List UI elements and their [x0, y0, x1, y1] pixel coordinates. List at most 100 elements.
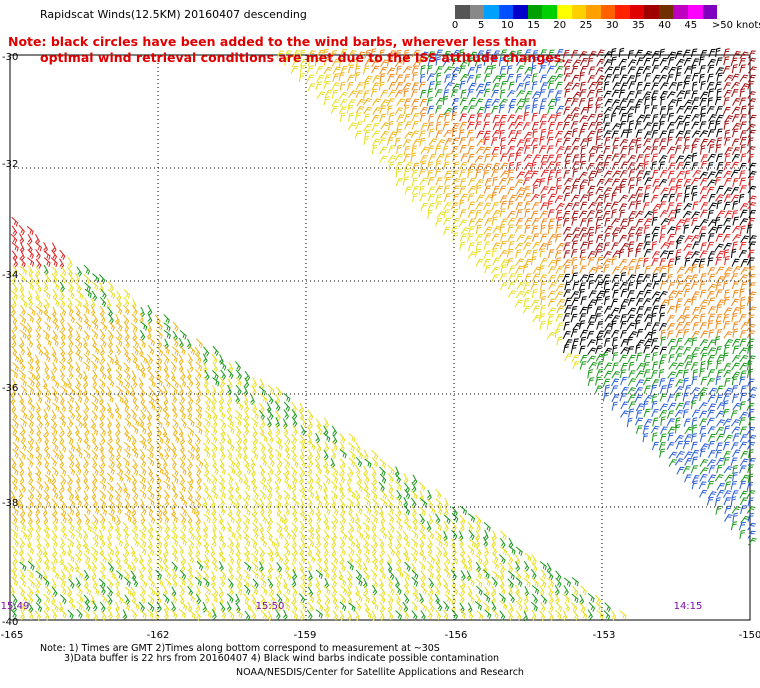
- wind-barb: [635, 162, 645, 171]
- wind-barb: [402, 82, 412, 91]
- wind-barb: [747, 273, 756, 282]
- wind-barb: [67, 521, 75, 532]
- wind-barb: [715, 114, 724, 123]
- wind-barb: [692, 307, 700, 316]
- wind-barb: [19, 432, 26, 444]
- wind-barb: [523, 193, 532, 202]
- wind-barb: [626, 99, 635, 108]
- wind-barb: [420, 122, 428, 131]
- wind-barb: [316, 75, 325, 83]
- wind-barb: [706, 459, 716, 467]
- wind-barb: [274, 546, 280, 558]
- wind-barb: [530, 194, 540, 202]
- wind-barb: [12, 282, 18, 293]
- wind-barb: [107, 481, 114, 492]
- wind-barb: [11, 481, 18, 492]
- wind-barb: [547, 161, 556, 170]
- wind-barb: [659, 433, 667, 443]
- wind-barb: [35, 369, 41, 381]
- wind-barb: [339, 521, 345, 532]
- wind-barb: [683, 75, 692, 84]
- wind-barb: [44, 554, 50, 565]
- wind-barb: [611, 274, 620, 283]
- wind-barb: [411, 186, 420, 195]
- wind-barb: [530, 281, 538, 291]
- wind-barb: [650, 329, 657, 339]
- wind-barb: [675, 321, 684, 330]
- wind-barb: [27, 522, 34, 533]
- wind-barb: [746, 490, 756, 498]
- wind-barb: [346, 577, 353, 589]
- wind-barb: [467, 513, 476, 523]
- wind-barb: [739, 97, 747, 106]
- wind-barb: [83, 594, 90, 605]
- wind-barb: [116, 290, 122, 302]
- wind-barb: [99, 402, 106, 413]
- wind-barb: [602, 161, 610, 171]
- wind-barb: [108, 465, 115, 475]
- wind-barb: [259, 504, 265, 516]
- wind-barb: [227, 441, 235, 451]
- wind-barb: [467, 168, 474, 179]
- wind-barb: [426, 544, 433, 556]
- wind-barb: [540, 98, 547, 107]
- wind-barb: [99, 274, 106, 285]
- wind-barb: [570, 602, 578, 612]
- wind-barb: [91, 401, 99, 412]
- wind-barb: [539, 274, 548, 283]
- wind-barb: [675, 130, 685, 139]
- wind-barb: [508, 265, 516, 274]
- wind-barb: [748, 386, 758, 395]
- wind-barb: [67, 586, 73, 597]
- wind-barb: [156, 337, 163, 349]
- wind-barb: [540, 569, 547, 580]
- wind-barb: [219, 465, 227, 476]
- wind-barb: [667, 305, 676, 314]
- wind-barb: [459, 241, 466, 251]
- wind-barb: [490, 266, 500, 274]
- wind-barb: [35, 305, 43, 316]
- wind-barb: [708, 329, 715, 339]
- wind-barb: [706, 82, 715, 91]
- wind-barb: [642, 171, 651, 180]
- wind-barb: [658, 368, 665, 379]
- wind-barb: [723, 344, 730, 354]
- wind-barb: [540, 193, 547, 203]
- wind-barb: [723, 201, 731, 211]
- wind-barb: [67, 416, 74, 428]
- wind-barb: [684, 361, 692, 370]
- wind-barb: [164, 496, 170, 508]
- wind-barb: [403, 104, 410, 115]
- wind-barb: [715, 282, 722, 291]
- wind-barb: [636, 154, 644, 163]
- wind-barb: [571, 593, 579, 604]
- wind-barb: [524, 208, 531, 218]
- lon-label: -165: [0, 630, 24, 641]
- wind-barb: [26, 280, 34, 291]
- wind-barb: [748, 176, 755, 186]
- wind-barb: [498, 177, 508, 186]
- wind-barb: [203, 544, 210, 556]
- wind-barb: [690, 177, 700, 186]
- wind-barb: [532, 184, 539, 195]
- wind-barb: [483, 593, 491, 603]
- wind-barb: [682, 321, 692, 330]
- wind-barb: [611, 336, 618, 347]
- wind-barb: [115, 418, 121, 429]
- wind-barb: [716, 433, 725, 442]
- wind-barb: [539, 577, 547, 588]
- wind-barb: [523, 154, 533, 162]
- wind-barb: [124, 561, 132, 571]
- wind-barb: [380, 122, 390, 130]
- wind-barb: [675, 417, 681, 427]
- wind-barb: [218, 400, 224, 412]
- wind-barb: [658, 201, 667, 210]
- wind-barb: [692, 322, 700, 331]
- wind-barb: [210, 546, 216, 557]
- wind-barb: [44, 465, 51, 476]
- wind-barb: [668, 186, 676, 195]
- wind-barb: [531, 121, 539, 131]
- wind-barb: [467, 201, 476, 210]
- wind-barb: [267, 393, 274, 405]
- wind-barb: [523, 242, 532, 251]
